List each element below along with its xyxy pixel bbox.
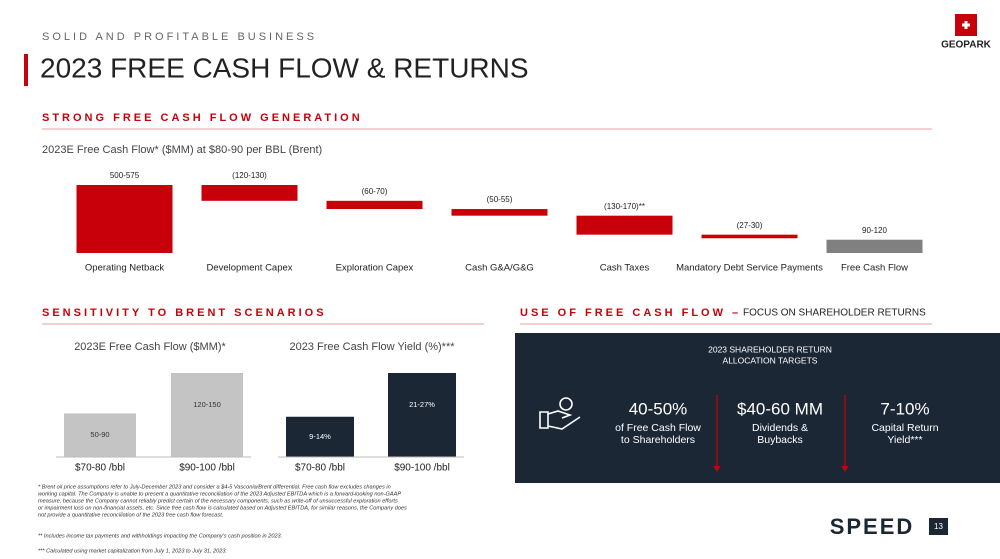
value-label: (50-55) (487, 195, 513, 204)
section-title: USE OF FREE CASH FLOW – (520, 307, 741, 319)
waterfall-bar (826, 239, 923, 253)
value-label: (60-70) (362, 187, 388, 196)
bar (171, 373, 243, 457)
footnote: * Brent oil price assumptions refer to J… (38, 484, 391, 490)
panel-title: ALLOCATION TARGETS (723, 355, 818, 365)
chart-title: 2023E Free Cash Flow* ($MM) at $80-90 pe… (42, 144, 322, 156)
category-label: $70-80 /bbl (75, 463, 125, 474)
returns-panel (515, 333, 1000, 483)
target-label: Capital Return (871, 422, 938, 434)
category-label: Free Cash Flow (841, 263, 908, 274)
section-note: FOCUS ON SHAREHOLDER RETURNS (743, 308, 926, 319)
footnote: measure, because the Company cannot reli… (38, 498, 398, 504)
footnote: working capital. The Company is unable t… (38, 491, 401, 497)
hand-icon (539, 397, 581, 430)
waterfall-bar (701, 234, 798, 239)
footnote: or impairment loss on non-financial asse… (38, 505, 407, 511)
waterfall-bar (451, 209, 548, 216)
target-label: to Shareholders (621, 434, 695, 446)
target-label: Yield*** (887, 434, 922, 446)
section-title: SENSITIVITY TO BRENT SCENARIOS (42, 307, 327, 319)
category-label: $90-100 /bbl (394, 463, 450, 474)
brand: SPEED (830, 514, 915, 539)
value-label: (27-30) (737, 221, 763, 230)
target-value: $40-60 MM (737, 399, 823, 418)
category-label: Operating Netback (85, 263, 164, 274)
value-label: 9-14% (309, 432, 331, 441)
page-number: 13 (934, 522, 943, 531)
value-label: (120-130) (232, 171, 267, 180)
target-value: 40-50% (629, 399, 688, 418)
section-title: STRONG FREE CASH FLOW GENERATION (42, 112, 363, 124)
bar (286, 416, 354, 457)
value-label: 120-150 (193, 400, 221, 409)
category-label: $90-100 /bbl (179, 463, 235, 474)
value-label: (130-170)** (604, 202, 645, 211)
kicker: SOLID AND PROFITABLE BUSINESS (42, 31, 317, 43)
category-label: Exploration Capex (336, 263, 414, 274)
slide-title: 2023 FREE CASH FLOW & RETURNS (40, 52, 529, 83)
bar (388, 373, 456, 457)
category-label: Cash Taxes (600, 263, 650, 274)
logo-cross (962, 21, 970, 29)
target-label: Dividends & (752, 422, 808, 434)
category-label: Cash G&A/G&G (465, 263, 534, 274)
bar (64, 413, 136, 457)
chart-title: 2023 Free Cash Flow Yield (%)*** (289, 341, 455, 353)
category-label: Development Capex (206, 263, 292, 274)
waterfall-bar (326, 200, 423, 210)
footnote: *** Calculated using market capitalizati… (38, 548, 227, 554)
footnote: not provide a quantitative reconciliatio… (38, 512, 223, 518)
logo: GEOPARK (941, 40, 992, 51)
target-value: 7-10% (880, 399, 929, 418)
panel-title: 2023 SHAREHOLDER RETURN (708, 344, 832, 354)
title-accent (24, 54, 28, 86)
waterfall-bar (76, 185, 173, 253)
target-label: of Free Cash Flow (615, 422, 701, 434)
value-label: 50-90 (90, 430, 109, 439)
dividers (713, 395, 849, 473)
chart-title: 2023E Free Cash Flow ($MM)* (74, 341, 226, 353)
value-label: 90-120 (862, 226, 887, 235)
target-label: Buybacks (757, 434, 803, 446)
category-label: Mandatory Debt Service Payments (676, 263, 823, 274)
value-label: 500-575 (110, 171, 140, 180)
waterfall-bar (201, 185, 298, 201)
footnote: ** Includes income tax payments and with… (38, 533, 282, 539)
page-box (929, 518, 948, 535)
category-label: $70-80 /bbl (295, 463, 345, 474)
waterfall-bar (576, 215, 673, 235)
value-label: 21-27% (409, 400, 435, 409)
